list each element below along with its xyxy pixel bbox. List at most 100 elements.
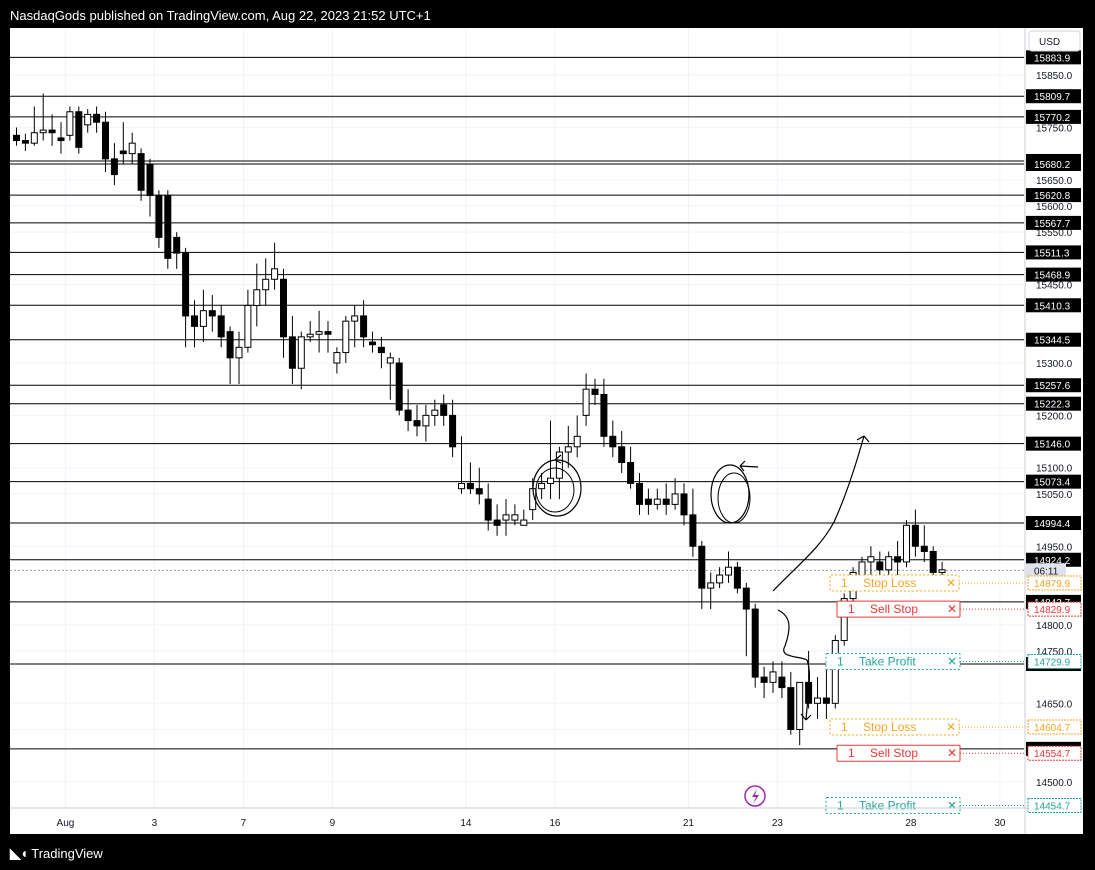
candle-body <box>555 451 563 479</box>
candle-body <box>102 121 109 160</box>
order-box-stop_loss[interactable]: 1 Stop Loss ✕ <box>829 718 960 736</box>
y-tick-label: 15100.0 <box>1036 464 1073 475</box>
y-tick-label: 14650.0 <box>1036 699 1073 710</box>
y-tick-label: 14500.0 <box>1036 778 1073 789</box>
tradingview-logo-icon: ◣◖ <box>10 845 28 861</box>
candles <box>13 93 946 746</box>
order-qty: 1 <box>848 746 855 760</box>
close-icon[interactable]: ✕ <box>947 602 957 616</box>
candle-body <box>511 514 519 521</box>
candle-body <box>235 346 243 359</box>
level-price-label: 15073.4 <box>1034 478 1071 489</box>
candle-body <box>920 545 928 552</box>
y-tick-label: 15600.0 <box>1036 202 1073 213</box>
candle-body <box>778 676 786 689</box>
order-price-label: 14604.7 <box>1034 723 1071 734</box>
price-chart[interactable]: 1 Stop Loss ✕ 1 Sell Stop ✕ 1 Take Profit ✕ 1 Stop… <box>10 28 1083 834</box>
candle-body <box>680 493 688 516</box>
y-tick-label: 15750.0 <box>1036 123 1073 134</box>
level-price-tag <box>1026 552 1081 567</box>
y-tick-label: 15550.0 <box>1036 228 1073 239</box>
x-tick-label: 23 <box>772 818 784 829</box>
level-price-tag <box>1026 396 1081 411</box>
level-price-tag <box>1026 188 1081 203</box>
level-price-label: 15410.3 <box>1034 301 1071 312</box>
arrow-head <box>800 713 812 721</box>
candle-body <box>600 393 608 437</box>
horizontal-levels <box>10 56 1024 750</box>
level-price-tag <box>1026 474 1081 489</box>
level-price-label: 15344.5 <box>1034 336 1071 347</box>
close-icon[interactable]: ✕ <box>947 654 957 668</box>
candle-body <box>885 556 893 571</box>
candle-body <box>386 357 394 364</box>
level-price-label: 15567.7 <box>1034 219 1071 230</box>
candle-body <box>351 315 359 322</box>
level-price-label: 15680.2 <box>1034 160 1071 171</box>
order-label: Sell Stop <box>870 602 918 616</box>
candle-body <box>671 493 679 505</box>
level-price-label: 15146.0 <box>1034 440 1071 451</box>
candle-body <box>716 574 724 584</box>
lightning-icon[interactable] <box>744 785 766 807</box>
currency-button[interactable]: USD <box>1028 30 1081 52</box>
x-tick-label: 3 <box>152 818 158 829</box>
grid <box>10 28 1024 808</box>
candle-body <box>191 315 198 327</box>
candle-body <box>938 569 946 573</box>
order-box-stop_loss[interactable]: 1 Stop Loss ✕ <box>829 574 960 592</box>
order-box-sell_stop[interactable]: 1 Sell Stop ✕ <box>836 600 961 618</box>
arrow-head <box>856 435 870 443</box>
candle-body <box>93 113 101 123</box>
level-price-label: 15257.6 <box>1034 381 1071 392</box>
candle-body <box>591 388 599 395</box>
candle-body <box>458 482 465 490</box>
order-price-label: 14554.7 <box>1034 749 1071 760</box>
candle-body <box>636 482 643 505</box>
candle-body <box>609 435 617 448</box>
candle-body <box>573 435 581 448</box>
candle-body <box>733 566 741 589</box>
candle-body <box>698 545 706 589</box>
order-qty: 1 <box>841 576 848 590</box>
close-icon[interactable]: ✕ <box>946 576 956 590</box>
order-box-take_profit[interactable]: 1 Take Profit ✕ <box>825 797 961 815</box>
order-box-take_profit[interactable]: 1 Take Profit ✕ <box>825 652 961 670</box>
close-icon[interactable]: ✕ <box>946 720 956 734</box>
candle-body <box>867 556 875 563</box>
circle-drawing <box>710 464 750 524</box>
candle-body <box>876 561 884 571</box>
chart-area[interactable]: 1 Stop Loss ✕ 1 Sell Stop ✕ 1 Take Profit ✕ 1 Stop… <box>10 28 1083 834</box>
candle-body <box>360 315 368 338</box>
order-price-label: 14454.7 <box>1034 802 1071 813</box>
x-tick-label: Aug <box>57 818 75 829</box>
level-price-tag <box>1026 50 1081 65</box>
bearish-path-drawing <box>777 609 811 721</box>
level-price-tag <box>1026 109 1081 124</box>
candle-body <box>21 140 29 144</box>
close-icon[interactable]: ✕ <box>947 746 957 760</box>
x-tick-label: 14 <box>460 818 472 829</box>
order-qty: 1 <box>837 654 844 668</box>
order-price-tag <box>1027 798 1082 814</box>
candle-body <box>431 409 439 416</box>
candle-body <box>475 488 483 495</box>
order-price-tag <box>1027 745 1082 761</box>
tradingview-logo[interactable]: ◣◖ TradingView <box>10 845 103 862</box>
close-icon[interactable]: ✕ <box>947 799 957 813</box>
candle-body <box>413 420 421 427</box>
candle-body <box>280 278 287 338</box>
candle-body <box>662 498 670 505</box>
level-price-tag <box>1026 378 1081 393</box>
level-price-tag <box>1026 89 1081 104</box>
candle-body <box>787 687 795 730</box>
candle-body <box>618 446 626 463</box>
order-lines: 1 Stop Loss ✕ 1 Sell Stop ✕ 1 Take Profit ✕ 1 Stop… <box>825 574 1026 815</box>
order-label: Sell Stop <box>870 746 918 760</box>
candle-body <box>911 524 919 547</box>
candle-body <box>315 331 323 335</box>
order-box-sell_stop[interactable]: 1 Sell Stop ✕ <box>836 744 961 762</box>
level-price-label: 14994.4 <box>1034 519 1071 530</box>
level-price-label: 15222.3 <box>1034 400 1071 411</box>
candle-body <box>547 477 554 484</box>
